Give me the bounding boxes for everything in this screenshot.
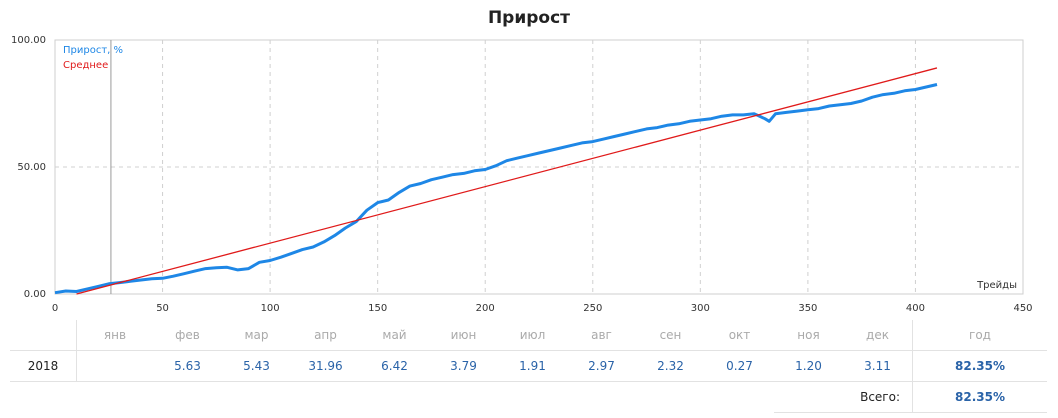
x-tick-label: 300 [691, 303, 710, 314]
total-value: 82.35% [912, 381, 1047, 413]
x-tick-label: 100 [261, 303, 280, 314]
x-tick-label: 50 [156, 303, 169, 314]
cell-feb: 5.63 [153, 350, 222, 382]
monthly-returns-table: янв фев мар апр май июн июл авг сен окт … [10, 320, 1047, 413]
x-tick-label: 200 [476, 303, 495, 314]
cell-oct: 0.27 [705, 350, 774, 382]
cell-nov: 1.20 [774, 350, 843, 382]
series-line-average [76, 67, 938, 295]
header-month-nov: ноя [774, 320, 843, 351]
table-header-row: янв фев мар апр май июн июл авг сен окт … [10, 320, 1047, 351]
table-footer-row: Всего: 82.35% [10, 381, 1047, 413]
x-tick-label: 400 [906, 303, 925, 314]
x-tick-label: 250 [583, 303, 602, 314]
chart-plot: 0 50 100 150 200 250 300 350 400 450 0.00 50.00 100.… [11, 35, 1033, 314]
x-axis-label: Трейды [976, 280, 1017, 291]
y-tick-label: 100.00 [11, 35, 46, 46]
header-month-jun: июн [429, 320, 498, 351]
total-label: Всего: [774, 381, 913, 413]
y-tick-label: 0.00 [24, 289, 46, 300]
header-month-sep: сен [636, 320, 705, 351]
legend-average-label: Среднее [63, 60, 108, 71]
cell-may: 6.42 [360, 350, 429, 382]
cell-sep: 2.32 [636, 350, 705, 382]
cell-jul: 1.91 [498, 350, 567, 382]
table-row: 2018 5.63 5.43 31.96 6.42 3.79 1.91 2.97… [10, 350, 1047, 382]
cell-year-total: 82.35% [912, 350, 1047, 382]
cell-apr: 31.96 [291, 350, 360, 382]
header-month-dec: дек [843, 320, 913, 351]
cell-mar: 5.43 [222, 350, 291, 382]
x-tick-label: 350 [798, 303, 817, 314]
cell-jun: 3.79 [429, 350, 498, 382]
x-tick-label: 150 [368, 303, 387, 314]
x-tick-label: 450 [1013, 303, 1032, 314]
series-layer [54, 67, 938, 295]
cell-dec: 3.11 [843, 350, 913, 382]
header-month-jul: июл [498, 320, 567, 351]
footer-empty [10, 382, 774, 413]
header-month-apr: апр [291, 320, 360, 351]
header-empty-cell [10, 320, 77, 351]
y-tick-label: 50.00 [17, 162, 46, 173]
grid-layer [54, 39, 1024, 295]
header-month-feb: фев [153, 320, 222, 351]
legend-layer: Прирост, % Среднее [63, 45, 123, 71]
header-month-jan: янв [76, 320, 153, 351]
chart-title: Прирост [487, 8, 571, 28]
header-month-mar: мар [222, 320, 291, 351]
x-tick-label: 0 [52, 303, 58, 314]
cell-aug: 2.97 [567, 350, 636, 382]
header-year: год [912, 320, 1047, 351]
cell-jan [76, 350, 153, 382]
series-line-growth [54, 83, 938, 295]
axis-layer: 0 50 100 150 200 250 300 350 400 450 0.00 50.00 100.… [11, 35, 1033, 314]
header-month-aug: авг [567, 320, 636, 351]
legend-growth-label: Прирост, % [63, 45, 123, 56]
header-month-may: май [360, 320, 429, 351]
row-year: 2018 [10, 350, 77, 382]
header-month-oct: окт [705, 320, 774, 351]
